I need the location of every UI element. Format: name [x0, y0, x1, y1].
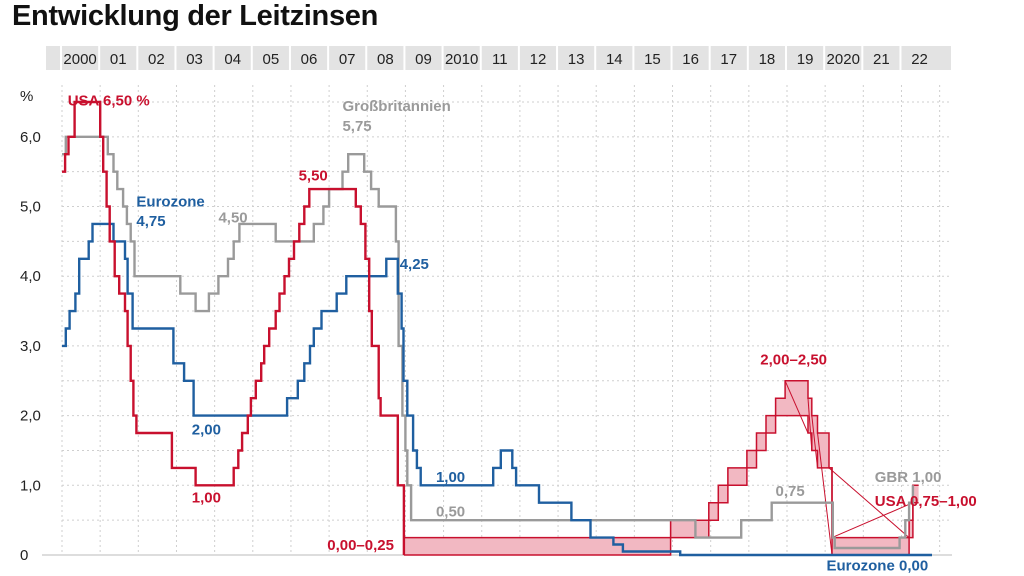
x-tick-label: 2010: [445, 51, 478, 68]
tick-band-bg: [46, 46, 951, 70]
x-tick-label: 15: [644, 51, 661, 68]
x-tick-label: 02: [148, 51, 165, 68]
x-tick-label: 22: [911, 51, 928, 68]
x-tick-label: 19: [797, 51, 814, 68]
x-tick-label: 12: [530, 51, 547, 68]
x-tick-label: 21: [873, 51, 890, 68]
usa-band-divider: [831, 502, 914, 539]
annotations: USA 6,50 % Eurozone 4,75 4,50 Großbritannien…: [68, 92, 977, 574]
annotation-label: USA 0,75–1,00: [875, 493, 977, 510]
usa-band-divider: [811, 415, 819, 468]
annotation-label: 0,50: [436, 504, 465, 521]
y-tick-label: 6,0: [20, 129, 41, 146]
x-tick-label: 01: [110, 51, 127, 68]
x-tick-label: 2000: [63, 51, 96, 68]
x-tick-label: 09: [415, 51, 432, 68]
annotation-label: USA 6,50 %: [68, 92, 150, 109]
y-tick-label: 2,0: [20, 408, 41, 425]
annotation-label: 0,00–0,25: [327, 537, 394, 554]
annotation-label: 5,75: [342, 118, 371, 135]
series-line-usa: [62, 100, 406, 555]
annotation-label: 4,50: [218, 210, 247, 227]
x-tick-label: 05: [263, 51, 280, 68]
annotation-label: 4,75: [136, 213, 165, 230]
annotation-label: 4,25: [400, 256, 429, 273]
x-tick-label: 04: [224, 51, 241, 68]
annotation-label: 2,00: [192, 421, 221, 438]
usa-band-divider: [784, 380, 809, 434]
usa-band-upper: [403, 380, 919, 539]
x-tick-label: 14: [606, 51, 623, 68]
annotation-label: GBR 1,00: [875, 469, 942, 486]
annotation-label: 5,50: [299, 168, 328, 185]
annotation-label: Großbritannien: [342, 98, 450, 115]
y-axis-unit: %: [20, 88, 33, 105]
x-tick-label: 07: [339, 51, 356, 68]
x-tick-label: 03: [186, 51, 203, 68]
annotation-label: Eurozone: [136, 194, 204, 211]
x-tick-label: 11: [492, 51, 508, 68]
annotation-label: 0,75: [776, 483, 805, 500]
chart-title: Entwicklung der Leitzinsen: [12, 0, 379, 32]
annotation-label: Eurozone 0,00: [826, 557, 928, 574]
x-tick-label: 17: [720, 51, 737, 68]
x-tick-label: 2020: [827, 51, 860, 68]
x-tick-label: 06: [301, 51, 318, 68]
x-tick-label: 08: [377, 51, 394, 68]
y-tick-label: 5,0: [20, 199, 41, 216]
y-axis: 0 1,0 2,0 3,0 4,0 5,0 6,0%: [20, 88, 41, 564]
usa-band-divider: [807, 398, 813, 451]
annotation-label: 1,00: [192, 490, 221, 507]
usa-band-divider: [828, 467, 910, 538]
annotation-label: 1,00: [436, 469, 465, 486]
x-tick-label: 16: [682, 51, 699, 68]
usa-range-band: [403, 380, 919, 556]
series-line-euro: [62, 222, 932, 557]
x-tick-band: 2000 01 02 03 04 05 06 07 08 09 2010 11 12 13 14 15 16 17…: [46, 46, 951, 70]
usa-band-divider: [817, 432, 833, 556]
annotation-label: 2,00–2,50: [760, 352, 827, 369]
series-lines: [62, 100, 932, 557]
y-tick-label: 3,0: [20, 338, 41, 355]
y-tick-label: 1,0: [20, 477, 41, 494]
usa-band-fill: [403, 380, 919, 555]
x-tick-label: 13: [568, 51, 585, 68]
y-tick-label: 4,0: [20, 268, 41, 285]
x-tick-label: 18: [759, 51, 776, 68]
y-tick-label: 0: [20, 547, 28, 564]
grid: [42, 85, 952, 556]
